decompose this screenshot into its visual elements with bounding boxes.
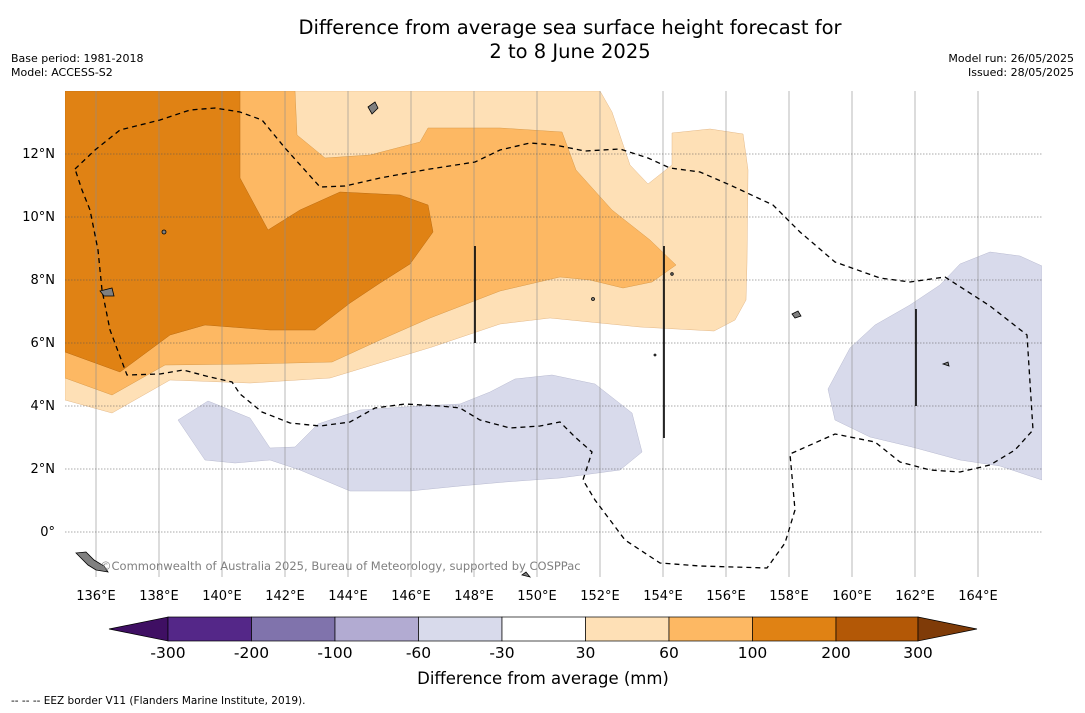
issued-text: Issued: 28/05/2025 bbox=[967, 65, 1074, 79]
colorbar-tick-2: -200 bbox=[234, 644, 269, 662]
credit-text: ©Commonwealth of Australia 2025, Bureau … bbox=[100, 559, 581, 573]
lon-label-160e: 160°E bbox=[832, 589, 872, 604]
lon-label-144e: 144°E bbox=[328, 589, 368, 604]
colorbar-title: Difference from average (mm) bbox=[417, 669, 669, 688]
model-run-text: Model run: 26/05/2025 bbox=[948, 52, 1074, 65]
landmasses bbox=[75, 101, 950, 578]
title-line-1: Difference from average sea surface heig… bbox=[298, 16, 842, 39]
colorbar-extend-low bbox=[108, 616, 169, 642]
lon-label-148e: 148°E bbox=[454, 589, 494, 604]
model-run-info: Model run: 26/05/2025 Issued: 28/05/2025 bbox=[948, 52, 1074, 79]
model-text: Model: ACCESS-S2 bbox=[11, 65, 113, 79]
base-period-info: Base period: 1981-2018 Model: ACCESS-S2 bbox=[11, 52, 143, 79]
base-period-text: Base period: 1981-2018 bbox=[11, 52, 144, 65]
colorbar-tick-5: -30 bbox=[489, 644, 514, 662]
lat-label-10n: 10°N bbox=[22, 210, 55, 225]
lat-label-6n: 6°N bbox=[31, 336, 56, 351]
island-kosrae bbox=[941, 361, 950, 367]
lat-label-0: 0° bbox=[40, 525, 55, 540]
lon-label-136e: 136°E bbox=[76, 589, 116, 604]
colorbar-tick-3: -100 bbox=[317, 644, 352, 662]
map-title: Difference from average sea surface heig… bbox=[0, 16, 1085, 64]
gridlines bbox=[95, 91, 979, 577]
colorbar-swatch-5 bbox=[501, 616, 586, 642]
eez-borders bbox=[74, 107, 1034, 569]
parallels bbox=[65, 153, 1042, 533]
colorbar-tick-6: 30 bbox=[576, 644, 596, 662]
title-line-2: 2 to 8 June 2025 bbox=[489, 40, 651, 63]
lon-label-146e: 146°E bbox=[391, 589, 431, 604]
station-markers bbox=[474, 246, 917, 438]
eez-border-palau-fsm bbox=[74, 107, 1034, 569]
island-north bbox=[367, 101, 379, 115]
colorbar-swatch-7 bbox=[668, 616, 753, 642]
colorbar-swatch-3 bbox=[334, 616, 419, 642]
island-dot-4 bbox=[653, 353, 657, 357]
island-dot-3 bbox=[670, 272, 674, 276]
island-west-small bbox=[99, 287, 115, 297]
anomaly-field bbox=[65, 91, 1042, 577]
colorbar-tick-9: 200 bbox=[821, 644, 851, 662]
lon-label-156e: 156°E bbox=[706, 589, 746, 604]
colorbar-extend-high bbox=[917, 616, 978, 642]
colorbar-tick-4: -60 bbox=[406, 644, 431, 662]
colorbar-tick-8: 100 bbox=[738, 644, 768, 662]
latitude-labels: 12°N 10°N 8°N 6°N 4°N 2°N 0° bbox=[22, 147, 55, 540]
lon-label-152e: 152°E bbox=[580, 589, 620, 604]
lon-label-158e: 158°E bbox=[769, 589, 809, 604]
colorbar-tick-1: -300 bbox=[150, 644, 185, 662]
anomaly-minus30-minus60-region-east bbox=[827, 251, 1042, 481]
lat-label-12n: 12°N bbox=[22, 147, 55, 162]
longitude-labels: 136°E 138°E 140°E 142°E 144°E 146°E 148°… bbox=[76, 589, 998, 604]
colorbar-swatch-1 bbox=[167, 616, 252, 642]
lon-label-164e: 164°E bbox=[958, 589, 998, 604]
island-south bbox=[521, 571, 532, 578]
lon-label-142e: 142°E bbox=[265, 589, 305, 604]
lat-label-8n: 8°N bbox=[31, 273, 56, 288]
anomaly-minus30-minus60-region-west bbox=[177, 374, 643, 492]
lon-label-162e: 162°E bbox=[895, 589, 935, 604]
lat-label-4n: 4°N bbox=[31, 399, 56, 414]
lon-label-140e: 140°E bbox=[202, 589, 242, 604]
colorbar-swatch-9 bbox=[835, 616, 919, 642]
island-pohnpei bbox=[791, 310, 802, 319]
colorbar bbox=[108, 616, 978, 642]
colorbar-tick-7: 60 bbox=[659, 644, 679, 662]
colorbar-swatch-6 bbox=[585, 616, 670, 642]
island-dot-2 bbox=[591, 297, 595, 301]
island-dot-1 bbox=[161, 229, 167, 235]
lat-label-2n: 2°N bbox=[31, 462, 56, 477]
anomaly-100-200-region bbox=[65, 91, 434, 373]
lon-label-154e: 154°E bbox=[643, 589, 683, 604]
island-new-guinea-fragment bbox=[75, 551, 109, 573]
colorbar-tick-10: 300 bbox=[903, 644, 933, 662]
lon-label-138e: 138°E bbox=[139, 589, 179, 604]
colorbar-swatch-8 bbox=[752, 616, 837, 642]
lon-label-150e: 150°E bbox=[517, 589, 557, 604]
colorbar-swatch-4 bbox=[418, 616, 503, 642]
colorbar-tick-labels: -300 -200 -100 -60 -30 30 60 100 200 300 bbox=[150, 644, 932, 662]
colorbar-swatch-2 bbox=[251, 616, 336, 642]
eez-footnote: -- -- -- EEZ border V11 (Flanders Marine… bbox=[11, 695, 306, 707]
